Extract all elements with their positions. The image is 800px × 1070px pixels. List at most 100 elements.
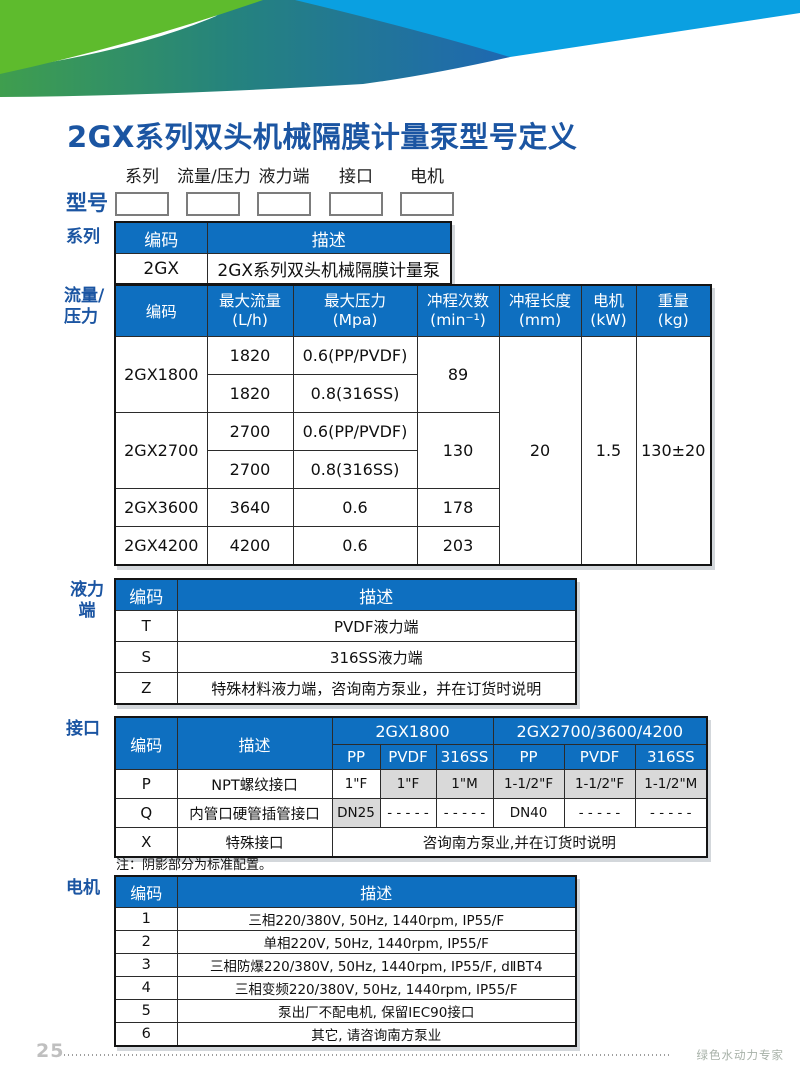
cell-code: X — [114, 827, 178, 858]
cell-desc: 内管口硬管插管接口 — [176, 798, 333, 828]
cell-code: Q — [114, 798, 178, 828]
cell-desc: 2GX系列双头机械隔膜计量泵 — [206, 253, 452, 285]
cell-flow: 1820 — [206, 374, 294, 413]
col-header-code: 编码 — [114, 221, 208, 254]
header-banner-graphic — [0, 0, 800, 97]
cell-flow: 4200 — [206, 526, 294, 566]
table-row: 3 三相防爆220/380V, 50Hz, 1440rpm, IP55/F, d… — [114, 953, 577, 977]
cell-value: - - - - - — [379, 798, 437, 828]
cell-desc: 其它, 请咨询南方泵业 — [176, 1022, 577, 1047]
cell-model-code: 2GX3600 — [114, 488, 208, 527]
cell-pressure: 0.8(316SS) — [292, 450, 418, 489]
cell-desc: 特殊接口 — [176, 827, 333, 858]
cell-desc: 三相防爆220/380V, 50Hz, 1440rpm, IP55/F, dⅡB… — [176, 953, 577, 977]
flow-pressure-table: 编码 最大流量 (L/h) 最大压力 (Mpa) 冲程次数 (min⁻¹) 冲程… — [114, 284, 712, 566]
cell-desc: PVDF液力端 — [176, 610, 577, 642]
col-header-desc: 描述 — [176, 716, 333, 770]
cell-desc: 单相220V, 50Hz, 1440rpm, IP55/F — [176, 930, 577, 954]
table-row: Z 特殊材料液力端，咨询南方泵业，并在订货时说明 — [114, 672, 577, 705]
table-row: 1 三相220/380V, 50Hz, 1440rpm, IP55/F — [114, 907, 577, 931]
col-header-code: 编码 — [114, 284, 208, 337]
interface-section-label: 接口 — [66, 719, 100, 739]
cell-flow: 2700 — [206, 412, 294, 451]
table-row: 2GX4200 4200 0.6 203 — [114, 526, 711, 566]
cell-value: - - - - - — [634, 798, 708, 828]
table-row: T PVDF液力端 — [114, 610, 577, 642]
cell-code: 1 — [114, 907, 178, 931]
col-group-2gx2700-3600-4200: 2GX2700/3600/4200 — [492, 716, 708, 745]
table-header-row: 编码 描述 2GX1800 2GX2700/3600/4200 — [114, 716, 708, 770]
cell-value: 1"F — [379, 769, 437, 799]
cell-pressure: 0.6 — [292, 488, 418, 527]
table-row: P NPT螺纹接口 1"F 1"F 1"M 1-1/2"F 1-1/2"F 1-… — [114, 769, 708, 799]
selector-field-motor: 电机 — [391, 162, 463, 216]
cell-model-code: 2GX2700 — [114, 412, 208, 489]
table-row: 2700 0.8(316SS) — [115, 450, 711, 489]
col-header-stroke-rate: 冲程次数 (min⁻¹) — [416, 284, 500, 337]
selector-field-label: 电机 — [410, 167, 444, 187]
table-row: 6 其它, 请咨询南方泵业 — [114, 1022, 577, 1047]
cell-code: P — [114, 769, 178, 799]
col-header-weight: 重量 (kg) — [635, 284, 712, 337]
cell-strokes: 203 — [416, 526, 500, 566]
cell-pressure: 0.6 — [292, 526, 418, 566]
cell-merged-note: 咨询南方泵业,并在订货时说明 — [331, 827, 708, 858]
col-header-max-flow: 最大流量 (L/h) — [206, 284, 294, 337]
cell-strokes: 178 — [416, 488, 500, 527]
motor-table: 编码 描述 1 三相220/380V, 50Hz, 1440rpm, IP55/… — [114, 875, 577, 1047]
cell-value: DN25 — [331, 798, 381, 828]
cell-desc: 三相变频220/380V, 50Hz, 1440rpm, IP55/F — [176, 976, 577, 1000]
table-row: S 316SS液力端 — [114, 641, 577, 673]
cell-stroke-length: 20 — [498, 336, 582, 566]
model-code-box — [329, 192, 383, 216]
col-header-code: 编码 — [114, 716, 178, 770]
cell-strokes: 89 — [416, 336, 500, 413]
table-row: 2GX3600 3640 0.6 178 — [114, 488, 711, 527]
col-header-max-pressure: 最大压力 (Mpa) — [292, 284, 418, 337]
footer-dotted-divider — [64, 1054, 670, 1056]
cell-pressure: 0.6(PP/PVDF) — [292, 336, 418, 375]
cell-desc: 三相220/380V, 50Hz, 1440rpm, IP55/F — [176, 907, 577, 931]
cell-value: - - - - - — [563, 798, 636, 828]
selector-field-label: 液力端 — [258, 167, 310, 187]
cell-pressure: 0.8(316SS) — [292, 374, 418, 413]
col-header-stroke-length: 冲程长度 (mm) — [498, 284, 582, 337]
cell-strokes: 130 — [416, 412, 500, 489]
cell-value: 1-1/2"F — [563, 769, 636, 799]
cell-flow: 1820 — [206, 336, 294, 375]
model-code-box — [400, 192, 454, 216]
table-row: 2 单相220V, 50Hz, 1440rpm, IP55/F — [114, 930, 577, 954]
hydraulic-end-table: 编码 描述 T PVDF液力端 S 316SS液力端 Z 特殊材料液力端，咨询南… — [114, 578, 577, 705]
footer-slogan: 绿色水动力专家 — [696, 1048, 784, 1062]
table-header-row: 编码 最大流量 (L/h) 最大压力 (Mpa) 冲程次数 (min⁻¹) 冲程… — [114, 284, 712, 337]
cell-code: 3 — [114, 953, 178, 977]
table-row: Q 内管口硬管插管接口 DN25 - - - - - - - - - - DN4… — [114, 798, 708, 828]
green-wave-shape — [0, 0, 263, 74]
cell-motor-kw: 1.5 — [580, 336, 637, 566]
cell-flow: 2700 — [206, 450, 294, 489]
selector-field-hydraulic: 液力端 — [248, 162, 320, 216]
table-header-row: 编码 描述 — [114, 875, 577, 908]
cell-desc: NPT螺纹接口 — [176, 769, 333, 799]
cell-desc: 特殊材料液力端，咨询南方泵业，并在订货时说明 — [176, 672, 577, 705]
cell-pressure: 0.6(PP/PVDF) — [292, 412, 418, 451]
table-row: 2GX1800 1820 0.6(PP/PVDF) 89 20 1.5 130±… — [114, 336, 712, 566]
col-header-code: 编码 — [114, 875, 178, 908]
col-header-material: PVDF — [563, 744, 636, 770]
cell-model-code: 2GX1800 — [114, 336, 208, 413]
cell-value: 1-1/2"M — [634, 769, 708, 799]
selector-field-interface: 接口 — [320, 162, 392, 216]
table-row: 2GX2700 2700 0.6(PP/PVDF) 130 — [114, 412, 711, 489]
cell-value: - - - - - — [435, 798, 494, 828]
cell-code: T — [114, 610, 178, 642]
col-group-2gx1800: 2GX1800 — [331, 716, 494, 745]
cell-code: Z — [114, 672, 178, 705]
cell-desc: 泵出厂不配电机, 保留IEC90接口 — [176, 999, 577, 1023]
cell-value: 1"M — [435, 769, 494, 799]
interface-note: 注：阴影部分为标准配置。 — [116, 858, 273, 873]
interface-table: 编码 描述 2GX1800 2GX2700/3600/4200 PP PVDF … — [114, 716, 709, 858]
cell-code: 4 — [114, 976, 178, 1000]
flow-section-label-line1: 流量/ — [64, 286, 105, 306]
page-title: 2GX系列双头机械隔膜计量泵型号定义 — [67, 120, 578, 154]
